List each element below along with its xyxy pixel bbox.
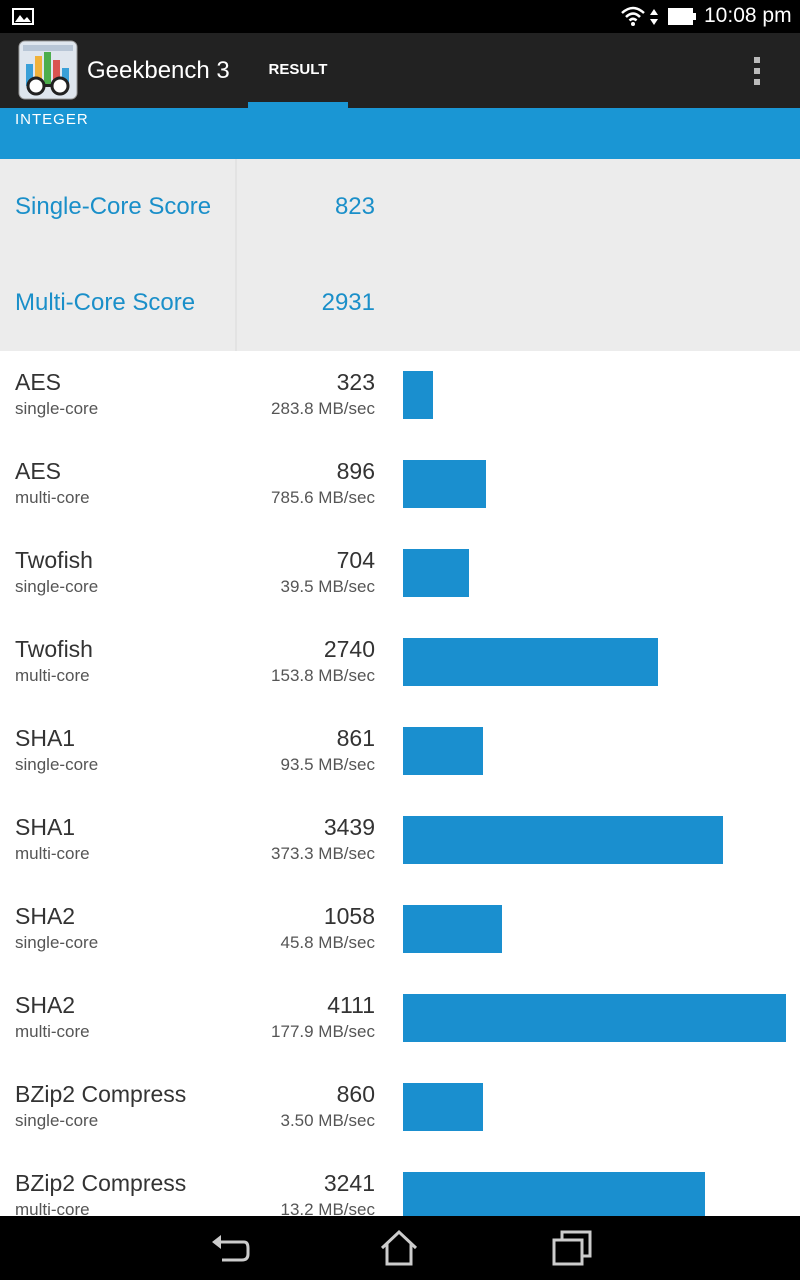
result-test-name: AES [15,369,62,395]
result-row[interactable]: BZip2 Compress single-core 860 3.50 MB/sec [0,1063,800,1152]
result-test-mode: single-core [15,1111,99,1130]
navigation-bar [0,1216,800,1280]
result-score-bar [403,1083,483,1131]
result-test-mode: single-core [15,755,99,774]
result-test-name: BZip2 Compress [15,1170,187,1196]
back-icon[interactable] [208,1226,252,1270]
single-core-score-label: Single-Core Score [15,193,212,220]
score-summary: Single-Core Score 823 Multi-Core Score 2… [0,159,800,351]
result-test-score: 1058 [323,903,375,929]
single-core-score-value: 823 [334,193,375,220]
result-test-score: 3241 [323,1170,375,1196]
result-row[interactable]: SHA1 multi-core 3439 373.3 MB/sec [0,796,800,885]
section-header: INTEGER [0,108,800,159]
result-test-rate: 13.2 MB/sec [280,1200,376,1216]
action-bar: Geekbench 3 RESULT [0,33,800,108]
result-test-name: AES [15,458,62,484]
single-core-score-row: Single-Core Score 823 [0,159,800,255]
result-test-mode: multi-core [15,1022,90,1041]
app-title: Geekbench 3 [87,57,230,84]
result-test-mode: single-core [15,577,99,596]
result-test-score: 2740 [323,636,375,662]
result-test-name: SHA1 [15,725,76,751]
column-divider [235,159,237,351]
result-score-bar [403,638,658,686]
home-icon[interactable] [377,1226,421,1270]
multi-core-score-value: 2931 [321,289,375,316]
results-list[interactable]: AES single-core 323 283.8 MB/sec AES multi-co… [0,351,800,1216]
result-score-bar [403,549,469,597]
result-test-score: 896 [336,458,375,484]
result-test-name: SHA2 [15,903,76,929]
result-test-rate: 45.8 MB/sec [280,933,376,952]
gallery-icon [12,8,34,25]
result-test-rate: 177.9 MB/sec [271,1022,375,1041]
result-test-score: 3439 [323,814,375,840]
recent-apps-icon[interactable] [550,1226,594,1270]
result-score-bar [403,460,486,508]
result-test-rate: 785.6 MB/sec [271,488,375,507]
result-row[interactable]: Twofish single-core 704 39.5 MB/sec [0,529,800,618]
result-test-rate: 39.5 MB/sec [280,577,376,596]
result-test-rate: 283.8 MB/sec [271,399,375,418]
tab-active-indicator [248,102,348,108]
tab-result-label: RESULT [268,61,328,78]
battery-icon [668,8,696,25]
overflow-menu-icon[interactable] [744,51,770,91]
result-test-rate: 93.5 MB/sec [280,755,376,774]
result-row[interactable]: AES multi-core 896 785.6 MB/sec [0,440,800,529]
result-score-bar [403,905,502,953]
result-test-score: 704 [336,547,375,573]
result-test-mode: multi-core [15,488,90,507]
result-test-rate: 3.50 MB/sec [280,1111,376,1130]
result-row[interactable]: AES single-core 323 283.8 MB/sec [0,351,800,440]
result-test-name: SHA2 [15,992,76,1018]
result-row[interactable]: SHA2 multi-core 4111 177.9 MB/sec [0,974,800,1063]
status-time: 10:08 pm [704,4,792,27]
result-score-bar [403,371,433,419]
wifi-icon [621,6,645,26]
result-test-score: 323 [336,369,375,395]
multi-core-score-label: Multi-Core Score [15,289,196,316]
geekbench-app-icon[interactable] [18,40,78,100]
result-test-mode: single-core [15,399,99,418]
signal-arrows-icon [650,9,658,25]
result-row[interactable]: Twofish multi-core 2740 153.8 MB/sec [0,618,800,707]
result-row[interactable]: SHA2 single-core 1058 45.8 MB/sec [0,885,800,974]
tab-result[interactable]: RESULT [248,33,348,108]
result-row[interactable]: SHA1 single-core 861 93.5 MB/sec [0,707,800,796]
result-row[interactable]: BZip2 Compress multi-core 3241 13.2 MB/sec [0,1152,800,1216]
result-test-mode: multi-core [15,1200,90,1216]
result-test-mode: multi-core [15,666,90,685]
result-test-name: SHA1 [15,814,76,840]
result-test-name: Twofish [15,547,93,573]
multi-core-score-row: Multi-Core Score 2931 [0,255,800,351]
result-test-name: Twofish [15,636,93,662]
result-score-bar [403,816,723,864]
result-score-bar [403,727,483,775]
status-bar: 10:08 pm [0,0,800,33]
section-title: INTEGER [15,111,89,128]
result-test-mode: single-core [15,933,99,952]
result-test-score: 860 [336,1081,375,1107]
result-test-name: BZip2 Compress [15,1081,187,1107]
result-test-rate: 373.3 MB/sec [271,844,375,863]
result-test-rate: 153.8 MB/sec [271,666,375,685]
result-test-score: 861 [336,725,375,751]
result-score-bar [403,1172,705,1216]
result-score-bar [403,994,786,1042]
result-test-mode: multi-core [15,844,90,863]
result-test-score: 4111 [327,992,375,1018]
